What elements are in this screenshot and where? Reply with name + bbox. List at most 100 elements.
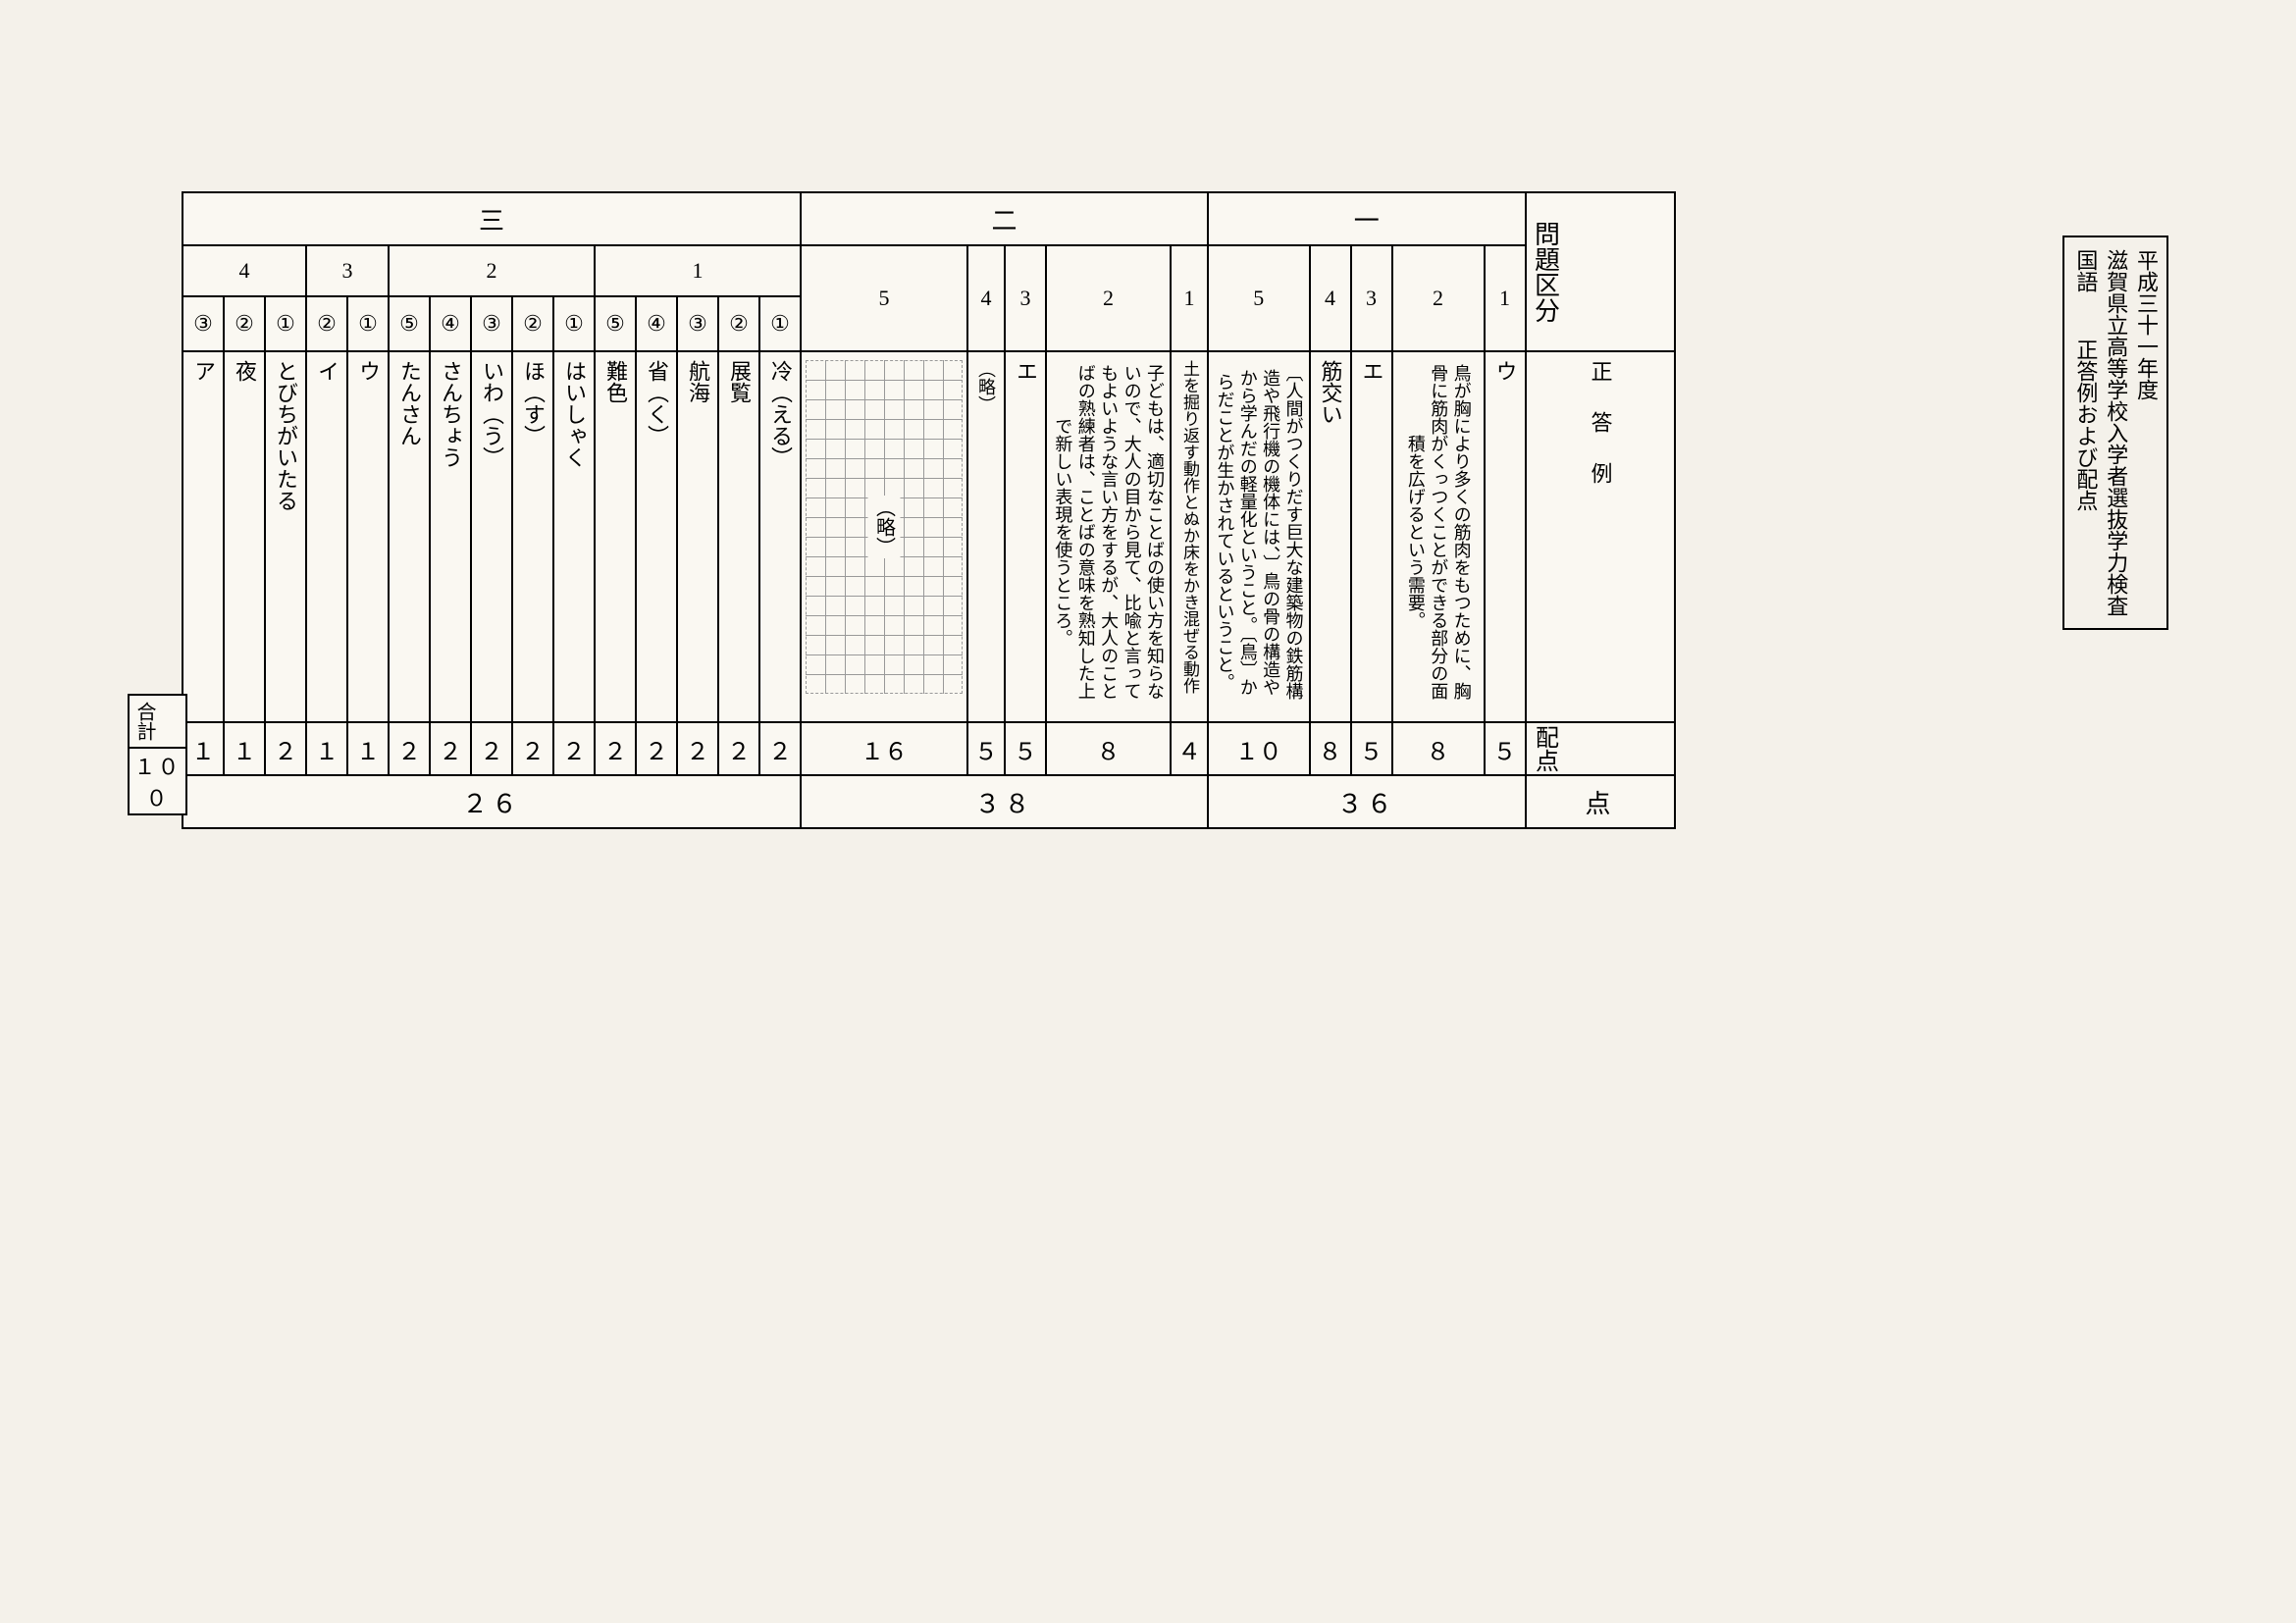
- answer-grid: （略）: [806, 360, 963, 694]
- q3-4-num: 4: [183, 245, 306, 296]
- q1-4-num: 4: [1310, 245, 1351, 351]
- q3-1-c4-score: ２: [636, 722, 677, 775]
- section-one-subtotal: ３６: [1208, 775, 1526, 828]
- section-one-mark: 一: [1208, 192, 1526, 245]
- q3-2-c5-ans: たんさん: [393, 360, 425, 446]
- total-value: １００: [129, 748, 186, 814]
- q1-2-num: 2: [1392, 245, 1485, 351]
- q2-3-ans: エ: [1010, 360, 1041, 382]
- q3-3-c1-mark: ①: [347, 296, 389, 351]
- q3-1-c3-mark: ③: [677, 296, 718, 351]
- title-subject: 国語: [2073, 249, 2098, 292]
- header-section-label: 問題区分: [1528, 221, 1564, 323]
- answer-table: 三 二 一 問題区分 4 3 2 1 5 4 3 2 1 5 4 3 2 1 ③…: [182, 191, 1676, 829]
- q3-3-c1-ans: ウ: [352, 360, 384, 382]
- title-year: 平成三十一年度: [2134, 249, 2159, 400]
- q3-2-c1-ans: はいしゃく: [558, 360, 590, 468]
- q2-4-score: ５: [967, 722, 1005, 775]
- q2-2-num: 2: [1046, 245, 1171, 351]
- q3-4-c3-mark: ③: [183, 296, 224, 351]
- q2-1-ans: 土を掘り返す動作とぬか床をかき混ぜる動作: [1178, 360, 1200, 694]
- section-three-mark: 三: [183, 192, 801, 245]
- q1-4-ans: 筋交い: [1315, 360, 1346, 425]
- section-two-mark: 二: [801, 192, 1208, 245]
- q3-2-c4-mark: ④: [430, 296, 471, 351]
- q3-4-c2-ans: 夜: [229, 360, 260, 382]
- title-exam: 滋賀県立高等学校入学者選抜学力検査: [2104, 249, 2128, 616]
- q1-2-ans: 鳥が胸により多くの筋肉をもつために、胸骨に筋肉がくっつくことができる部分の面積を…: [1403, 360, 1472, 704]
- q3-2-c4-score: ２: [430, 722, 471, 775]
- q2-5-score: １６: [801, 722, 967, 775]
- q3-1-c1-score: ２: [759, 722, 801, 775]
- q3-2-c5-score: ２: [389, 722, 430, 775]
- total-label: 合計: [130, 702, 159, 741]
- q2-4-ans-cell: （略）: [967, 351, 1005, 722]
- q1-1-num: 1: [1485, 245, 1526, 351]
- q3-2-num: 2: [389, 245, 595, 296]
- q3-4-c3-score: １: [183, 722, 224, 775]
- q1-5-ans: 〔人間がつくりだす巨大な建築物の鉄筋構造や飛行機の機体には、〕鳥の骨の構造やから…: [1213, 360, 1305, 704]
- title-box: 平成三十一年度 滋賀県立高等学校入学者選抜学力検査 国語 正答例および配点: [2062, 236, 2168, 630]
- q3-4-c1-ans: とびちがいたる: [270, 360, 301, 511]
- q3-2-c1-mark: ①: [553, 296, 595, 351]
- section-three-subtotal: ２６: [183, 775, 801, 828]
- q2-1-num: 1: [1171, 245, 1208, 351]
- q3-2-c4-ans: さんちょう: [435, 360, 466, 468]
- header-answer-label: 正答例: [1585, 360, 1616, 513]
- q3-1-c2-ans: 展覧: [723, 360, 755, 403]
- q2-5-ans-cell: （略）: [801, 351, 967, 722]
- q3-1-c4-ans: 省（く）: [641, 360, 672, 446]
- q2-2-score: ８: [1046, 722, 1171, 775]
- q3-4-c1-mark: ①: [265, 296, 306, 351]
- q3-1-c1-ans: 冷（える）: [764, 360, 796, 468]
- q3-3-num: 3: [306, 245, 389, 296]
- q1-3-ans: エ: [1356, 360, 1387, 382]
- q3-3-c2-score: １: [306, 722, 347, 775]
- q1-4-score: ８: [1310, 722, 1351, 775]
- q3-1-c3-score: ２: [677, 722, 718, 775]
- q1-2-score: ８: [1392, 722, 1485, 775]
- q3-4-c2-score: １: [224, 722, 265, 775]
- q2-5-num: 5: [801, 245, 967, 351]
- header-score-label: 配点: [1528, 725, 1562, 772]
- q3-2-c2-score: ２: [512, 722, 553, 775]
- q1-5-num: 5: [1208, 245, 1310, 351]
- q2-2-ans: 子どもは、適切なことばの使い方を知らないので、大人の目から見て、比喩と言ってもよ…: [1051, 360, 1166, 704]
- q3-4-c2-mark: ②: [224, 296, 265, 351]
- q3-3-c2-mark: ②: [306, 296, 347, 351]
- title-sub: 正答例および配点: [2073, 339, 2098, 511]
- q3-2-c3-mark: ③: [471, 296, 512, 351]
- q3-1-c5-ans: 難色: [600, 360, 631, 403]
- q1-5-score: １０: [1208, 722, 1310, 775]
- q3-1-c5-score: ２: [595, 722, 636, 775]
- section-two-subtotal: ３８: [801, 775, 1208, 828]
- q1-3-score: ５: [1351, 722, 1392, 775]
- q2-3-num: 3: [1005, 245, 1046, 351]
- q3-3-c2-ans: イ: [311, 360, 342, 382]
- q2-4-num: 4: [967, 245, 1005, 351]
- q3-1-num: 1: [595, 245, 801, 296]
- q3-2-c2-mark: ②: [512, 296, 553, 351]
- q3-2-c1-score: ２: [553, 722, 595, 775]
- ryaku-label-1: （略）: [973, 360, 999, 413]
- q3-1-c3-ans: 航海: [682, 360, 713, 403]
- q1-1-ans: ウ: [1489, 360, 1521, 382]
- ryaku-label-2: （略）: [868, 496, 901, 558]
- q3-3-c1-score: １: [347, 722, 389, 775]
- q2-1-score: ４: [1171, 722, 1208, 775]
- q3-2-c3-ans: いわ（う）: [476, 360, 507, 468]
- q3-1-c5-mark: ⑤: [595, 296, 636, 351]
- q3-4-c3-ans: ア: [187, 360, 219, 382]
- q1-1-score: ５: [1485, 722, 1526, 775]
- score-col-label: 点: [1526, 775, 1675, 828]
- q3-2-c2-ans: ほ（す）: [517, 360, 548, 446]
- q3-1-c1-mark: ①: [759, 296, 801, 351]
- total-table: 合計 １００: [128, 694, 187, 815]
- q1-3-num: 3: [1351, 245, 1392, 351]
- q3-1-c4-mark: ④: [636, 296, 677, 351]
- q3-2-c3-score: ２: [471, 722, 512, 775]
- q3-1-c2-mark: ②: [718, 296, 759, 351]
- q3-2-c5-mark: ⑤: [389, 296, 430, 351]
- q3-1-c2-score: ２: [718, 722, 759, 775]
- q3-4-c1-score: ２: [265, 722, 306, 775]
